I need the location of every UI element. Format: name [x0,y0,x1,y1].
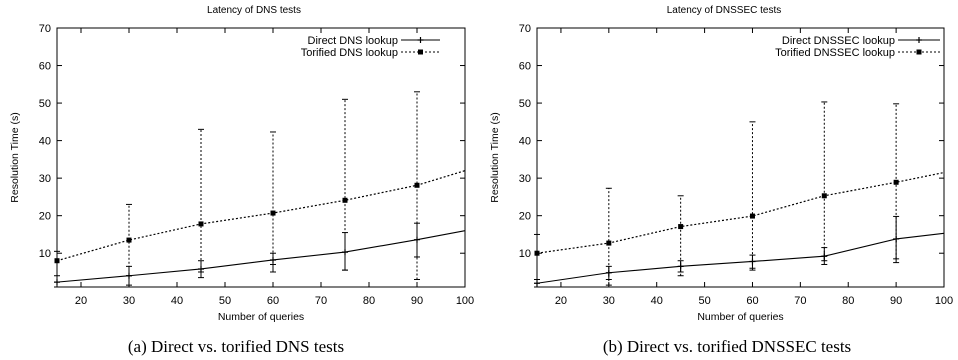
legend-marker [916,37,922,43]
legend-label: Torified DNS lookup [301,47,398,59]
data-point [126,237,132,243]
x-tick-label: 90 [890,295,902,307]
data-point [678,224,684,230]
y-tick-label: 10 [39,248,51,260]
series-torified [534,101,944,288]
x-tick-label: 90 [411,295,423,307]
data-point [821,193,827,199]
legend-marker [916,49,922,55]
data-point [198,221,204,227]
y-tick-label: 60 [519,61,531,73]
x-tick-label: 30 [123,295,135,307]
data-point [534,250,540,256]
series-direct [54,222,465,288]
y-tick-label: 70 [519,23,531,35]
y-tick-label: 40 [39,136,51,148]
y-tick-label: 50 [519,98,531,110]
series-line [57,230,465,283]
x-tick-label: 70 [315,295,327,307]
x-tick-label: 60 [267,295,279,307]
chart-title: Latency of DNS tests [207,5,301,16]
series-line [537,171,944,254]
y-tick-label: 10 [519,248,531,260]
x-tick-label: 40 [651,295,663,307]
x-tick-label: 80 [363,295,375,307]
figure-caption: (b) Direct vs. torified DNSSEC tests [603,337,851,356]
x-tick-label: 100 [935,295,953,307]
y-tick-label: 60 [39,61,51,73]
y-tick-label: 50 [39,98,51,110]
legend-marker [417,37,424,43]
chart-dns: Latency of DNS tests 20 30 40 50 60 70 80 90 100 1… [9,5,474,356]
x-tick-label: 50 [698,295,710,307]
plot-frame [56,27,466,288]
y-tick-label: 40 [519,136,531,148]
chart-title: Latency of DNSSEC tests [667,5,782,16]
x-axis-label: Number of queries [218,311,304,323]
y-tick-label: 30 [519,173,531,185]
data-point [270,210,276,216]
x-tick-label: 50 [219,295,231,307]
chart-dnssec: Latency of DNSSEC tests 20 30 40 50 60 70 80 90 1… [489,5,953,356]
x-tick-label: 80 [842,295,854,307]
y-axis-label: Resolution Time (s) [489,112,501,202]
legend-label: Direct DNS lookup [308,35,398,47]
y-axis-label: Resolution Time (s) [9,112,21,202]
data-point [893,179,899,185]
legend-label: Torified DNSSEC lookup [775,47,895,59]
data-point [606,240,612,246]
data-point [749,213,755,219]
x-tick-label: 20 [555,295,567,307]
data-point [54,258,60,264]
y-tick-label: 70 [39,23,51,35]
x-tick-label: 40 [171,295,183,307]
y-tick-label: 30 [39,173,51,185]
plot-frame [536,27,945,288]
y-tick-label: 20 [519,211,531,223]
series-torified [54,91,465,288]
data-point [342,197,348,203]
x-axis-label: Number of queries [697,311,783,323]
series-line [57,170,465,262]
series-direct [534,215,944,288]
x-tick-label: 20 [75,295,87,307]
y-tick-label: 20 [39,211,51,223]
legend-label: Direct DNSSEC lookup [782,35,895,47]
x-tick-label: 30 [603,295,615,307]
legend-marker [418,49,423,55]
x-tick-label: 70 [794,295,806,307]
figure-caption: (a) Direct vs. torified DNS tests [128,337,344,356]
data-point [414,182,420,188]
series-line [537,232,944,284]
x-tick-label: 60 [746,295,758,307]
x-tick-label: 100 [456,295,474,307]
